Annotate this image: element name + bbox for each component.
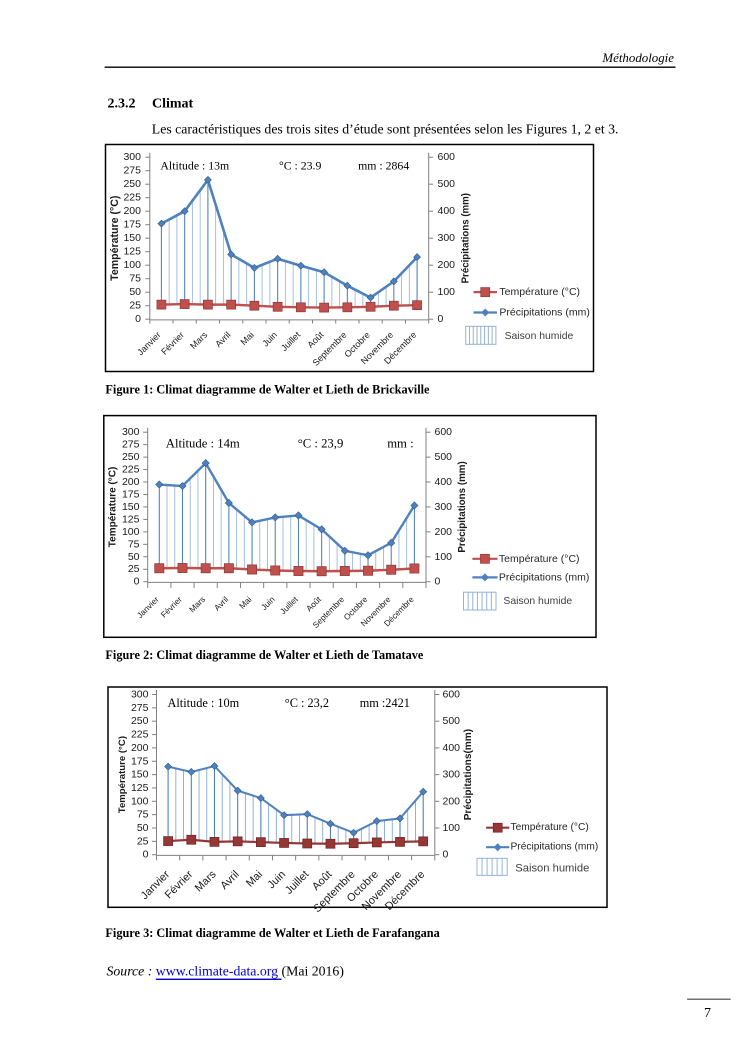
- svg-text:0: 0: [134, 576, 140, 588]
- svg-text:Précipitations (mm): Précipitations (mm): [457, 461, 468, 552]
- svg-text:100: 100: [443, 822, 461, 834]
- svg-text:Température (°C): Température (°C): [499, 553, 580, 565]
- svg-text:Les caractéristiques des trois: Les caractéristiques des trois sites d’é…: [152, 121, 619, 136]
- svg-text:200: 200: [122, 476, 140, 488]
- svg-text:275: 275: [122, 439, 140, 451]
- svg-text:Altitude : 14m: Altitude : 14m: [166, 436, 240, 450]
- svg-text:Altitude : 13m: Altitude : 13m: [160, 159, 229, 173]
- svg-text:Climat: Climat: [152, 97, 194, 112]
- svg-text:Figure 3: Climat diagramme de: Figure 3: Climat diagramme de Walter et …: [105, 926, 439, 940]
- svg-text:300: 300: [123, 151, 141, 163]
- svg-text:275: 275: [123, 165, 141, 177]
- svg-text:Saison humide: Saison humide: [505, 331, 574, 342]
- svg-text:400: 400: [435, 476, 453, 488]
- svg-text:°C : 23.9: °C : 23.9: [279, 159, 322, 173]
- svg-text:500: 500: [435, 451, 453, 463]
- svg-text:175: 175: [123, 219, 141, 231]
- svg-text:150: 150: [123, 232, 141, 244]
- svg-text:225: 225: [122, 464, 140, 476]
- svg-text:Température (°C): Température (°C): [499, 286, 580, 298]
- svg-text:0: 0: [435, 576, 441, 588]
- svg-text:mm : 2864: mm : 2864: [358, 159, 409, 173]
- svg-text:100: 100: [438, 286, 456, 298]
- svg-text:Source : www.climate-data.org: Source : www.climate-data.org (Mai 2016): [107, 963, 344, 979]
- svg-text:175: 175: [122, 488, 140, 500]
- svg-text:300: 300: [122, 426, 140, 438]
- svg-text:2.3.2: 2.3.2: [108, 97, 136, 112]
- svg-text:100: 100: [435, 551, 453, 563]
- svg-text:Méthodologie: Méthodologie: [601, 51, 674, 65]
- svg-text:300: 300: [131, 689, 149, 701]
- svg-text:Saison humide: Saison humide: [515, 862, 589, 874]
- svg-text:Altitude : 10m: Altitude : 10m: [168, 696, 240, 710]
- svg-text:0: 0: [135, 313, 141, 325]
- svg-text:75: 75: [128, 538, 140, 550]
- svg-text:400: 400: [438, 205, 456, 217]
- svg-text:Précipitations (mm): Précipitations (mm): [499, 571, 589, 583]
- svg-text:225: 225: [131, 729, 149, 741]
- svg-text:mm :2421: mm :2421: [360, 696, 410, 710]
- svg-text:175: 175: [131, 755, 149, 767]
- svg-text:250: 250: [122, 451, 140, 463]
- svg-text:300: 300: [438, 232, 456, 244]
- svg-text:600: 600: [435, 426, 453, 438]
- svg-text:200: 200: [131, 742, 149, 754]
- svg-text:Précipitations (mm): Précipitations (mm): [511, 842, 599, 853]
- svg-text:25: 25: [128, 563, 140, 575]
- svg-text:Précipitations (mm): Précipitations (mm): [499, 307, 589, 319]
- svg-text:150: 150: [131, 769, 149, 781]
- svg-text:Saison humide: Saison humide: [503, 596, 572, 607]
- svg-text:25: 25: [129, 300, 141, 312]
- svg-text:500: 500: [438, 178, 456, 190]
- svg-text:7: 7: [704, 1006, 711, 1021]
- svg-text:Température (°C): Température (°C): [109, 196, 121, 281]
- svg-text:°C : 23,2: °C : 23,2: [285, 696, 329, 710]
- svg-text:75: 75: [137, 809, 149, 821]
- svg-text:250: 250: [131, 715, 149, 727]
- svg-text:250: 250: [123, 178, 141, 190]
- svg-text:225: 225: [123, 192, 141, 204]
- svg-text:Température (°C): Température (°C): [511, 822, 589, 833]
- svg-text:100: 100: [122, 526, 140, 538]
- svg-text:50: 50: [129, 286, 141, 298]
- svg-text:200: 200: [438, 259, 456, 271]
- svg-text:400: 400: [443, 742, 461, 754]
- svg-text:0: 0: [443, 849, 449, 861]
- svg-text:50: 50: [137, 822, 149, 834]
- svg-text:300: 300: [435, 501, 453, 513]
- svg-text:Précipitations (mm): Précipitations (mm): [461, 193, 472, 283]
- svg-text:75: 75: [129, 273, 141, 285]
- svg-text:Température (°C): Température (°C): [117, 736, 128, 813]
- svg-text:200: 200: [443, 795, 461, 807]
- svg-text:Figure 1: Climat diagramme de: Figure 1: Climat diagramme de Walter et …: [105, 382, 430, 396]
- svg-text:300: 300: [443, 769, 461, 781]
- svg-text:Température (°C): Température (°C): [107, 467, 118, 548]
- svg-text:600: 600: [443, 689, 461, 701]
- svg-text:100: 100: [131, 795, 149, 807]
- svg-text:200: 200: [435, 526, 453, 538]
- svg-text:50: 50: [128, 551, 140, 563]
- svg-text:mm :: mm :: [387, 436, 413, 450]
- svg-text:500: 500: [443, 715, 461, 727]
- svg-text:°C : 23,9: °C : 23,9: [298, 436, 344, 450]
- svg-text:100: 100: [123, 259, 141, 271]
- svg-text:600: 600: [438, 151, 456, 163]
- svg-text:125: 125: [123, 246, 141, 258]
- svg-text:125: 125: [122, 513, 140, 525]
- svg-text:200: 200: [123, 205, 141, 217]
- svg-text:25: 25: [137, 835, 149, 847]
- svg-text:Figure 2: Climat diagramme de: Figure 2: Climat diagramme de Walter et …: [105, 648, 424, 662]
- svg-text:150: 150: [122, 501, 140, 513]
- svg-text:Précipitations(mm): Précipitations(mm): [463, 729, 474, 820]
- svg-text:125: 125: [131, 782, 149, 794]
- svg-text:0: 0: [438, 313, 444, 325]
- svg-text:275: 275: [131, 702, 149, 714]
- svg-text:0: 0: [143, 849, 149, 861]
